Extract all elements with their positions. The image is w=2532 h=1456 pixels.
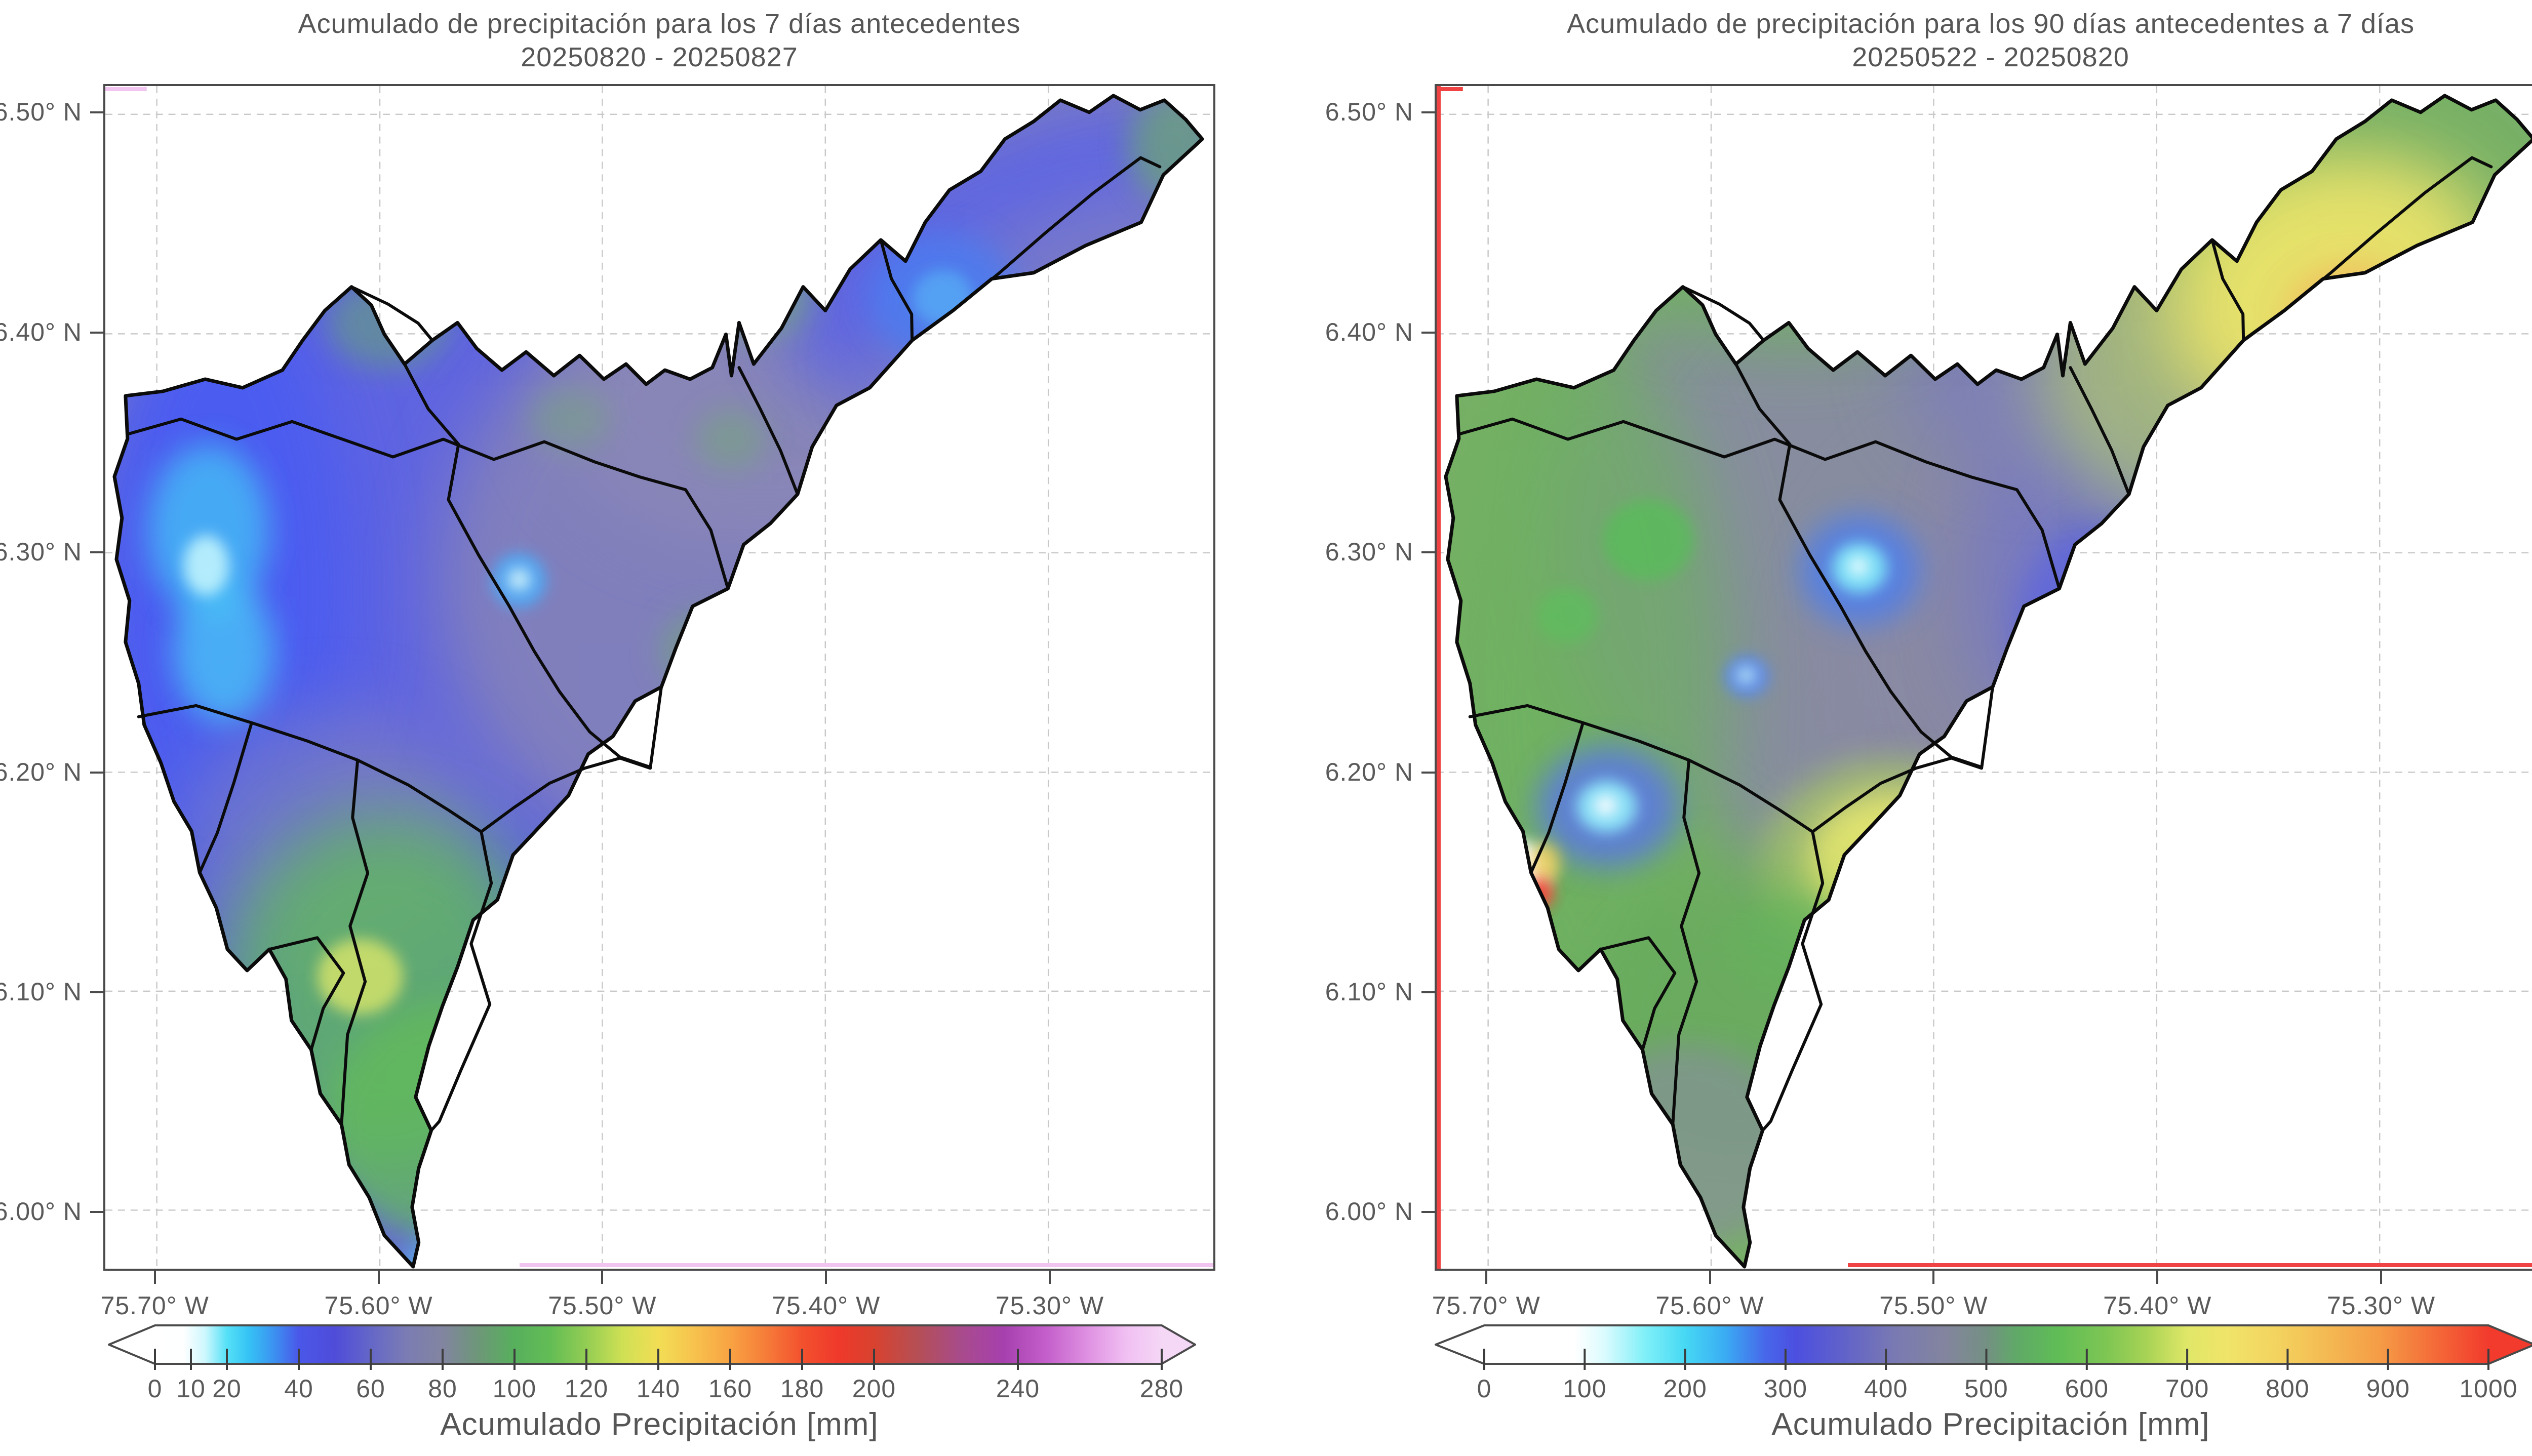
colorbar-over-arrow xyxy=(2488,1325,2532,1364)
colorbar-7days: 0 10 20 40 60 80 100 120 140 160 180 200 240 280 xyxy=(108,1324,1196,1403)
y-tick xyxy=(90,1211,103,1214)
svg-text:80: 80 xyxy=(428,1374,457,1403)
x-tick-label: 75.30° W xyxy=(2326,1291,2436,1320)
x-tick xyxy=(601,1271,604,1284)
svg-text:40: 40 xyxy=(284,1374,313,1403)
x-tick-label: 75.40° W xyxy=(772,1291,881,1320)
svg-text:300: 300 xyxy=(1764,1374,1807,1403)
colorbar-over-arrow xyxy=(1162,1325,1195,1364)
x-tick xyxy=(1932,1271,1935,1284)
svg-text:280: 280 xyxy=(1140,1374,1183,1403)
colorbar-tick-labels: 0 100 200 300 400 500 600 700 800 900 1000 xyxy=(1477,1374,2517,1403)
x-tick xyxy=(1709,1271,1711,1284)
svg-text:120: 120 xyxy=(565,1374,608,1403)
department-boundary-line xyxy=(105,87,1213,1268)
title-text: Acumulado de precipitación para los 90 d… xyxy=(1566,9,2415,39)
x-tick xyxy=(2156,1271,2159,1284)
y-tick-label: 6.50° N xyxy=(0,98,82,127)
x-tick-label: 75.30° W xyxy=(995,1291,1104,1320)
svg-text:60: 60 xyxy=(356,1374,385,1403)
y-tick xyxy=(1421,1211,1435,1214)
svg-text:800: 800 xyxy=(2266,1374,2309,1403)
colorbar-ticks xyxy=(154,1349,1163,1370)
y-tick xyxy=(90,331,103,334)
y-tick-label: 6.10° N xyxy=(0,977,82,1006)
x-tick-label: 75.50° W xyxy=(1879,1291,1988,1320)
x-tick xyxy=(377,1271,380,1284)
municipal-boundaries xyxy=(1444,94,2532,1269)
x-tick xyxy=(1485,1271,1487,1284)
map-image-90days xyxy=(1437,86,2532,1269)
svg-text:700: 700 xyxy=(2165,1374,2209,1403)
y-tick xyxy=(1421,111,1435,114)
y-tick xyxy=(1421,551,1435,554)
x-tick-label: 75.50° W xyxy=(548,1291,657,1320)
date-range: 20250820 - 20250827 xyxy=(521,42,798,72)
y-tick xyxy=(1421,331,1435,334)
svg-text:200: 200 xyxy=(1663,1374,1707,1403)
colorbar-label-90days: Acumulado Precipitación [mm] xyxy=(1771,1407,2210,1442)
x-tick-label: 75.40° W xyxy=(2103,1291,2212,1320)
date-range: 20250522 - 20250820 xyxy=(1852,42,2129,72)
x-tick xyxy=(1049,1271,1051,1284)
svg-text:900: 900 xyxy=(2366,1374,2409,1403)
y-tick-label: 6.20° N xyxy=(1325,757,1413,786)
svg-text:100: 100 xyxy=(493,1374,536,1403)
municipal-boundaries xyxy=(112,94,1204,1269)
title-text: Acumulado de precipitación para los 7 dí… xyxy=(298,9,1021,39)
y-tick-label: 6.40° N xyxy=(1325,317,1413,346)
svg-text:160: 160 xyxy=(708,1374,752,1403)
colorbar-90days: 0 100 200 300 400 500 600 700 800 900 1000 xyxy=(1435,1324,2532,1403)
colorbar-tick-labels: 0 10 20 40 60 80 100 120 140 160 180 200 240 280 xyxy=(148,1374,1183,1403)
svg-text:100: 100 xyxy=(1563,1374,1606,1403)
y-tick-label: 6.50° N xyxy=(1325,98,1413,127)
svg-text:180: 180 xyxy=(780,1374,824,1403)
svg-text:240: 240 xyxy=(996,1374,1040,1403)
svg-text:20: 20 xyxy=(212,1374,242,1403)
y-tick xyxy=(90,551,103,554)
y-tick xyxy=(90,991,103,993)
x-tick xyxy=(2380,1271,2383,1284)
svg-text:0: 0 xyxy=(1477,1374,1492,1403)
panel-title-90days: Acumulado de precipitación para los 90 d… xyxy=(1435,7,2532,74)
colorbar-bar xyxy=(1435,1324,2532,1365)
svg-text:0: 0 xyxy=(148,1374,163,1403)
colorbar-bar xyxy=(108,1324,1196,1365)
svg-text:140: 140 xyxy=(637,1374,680,1403)
colorbar-under-arrow xyxy=(109,1325,155,1364)
x-tick-label: 75.70° W xyxy=(100,1291,209,1320)
svg-text:200: 200 xyxy=(852,1374,896,1403)
y-tick-label: 6.30° N xyxy=(1325,538,1413,567)
y-tick-label: 6.00° N xyxy=(0,1197,82,1226)
y-tick-label: 6.30° N xyxy=(0,538,82,567)
map-plot-area-90days xyxy=(1435,84,2532,1271)
panel-title-7days: Acumulado de precipitación para los 7 dí… xyxy=(103,7,1215,74)
y-tick xyxy=(90,111,103,114)
y-tick-label: 6.10° N xyxy=(1325,977,1413,1006)
svg-text:10: 10 xyxy=(176,1374,206,1403)
x-tick-label: 75.70° W xyxy=(1432,1291,1540,1320)
svg-text:500: 500 xyxy=(1964,1374,2008,1403)
precipitation-raster xyxy=(114,95,1203,1267)
colorbar-ticks xyxy=(1483,1349,2489,1370)
x-tick-label: 75.60° W xyxy=(324,1291,433,1320)
map-image-7days xyxy=(105,86,1213,1269)
x-tick xyxy=(825,1271,827,1284)
map-plot-area-7days xyxy=(103,84,1215,1271)
y-tick xyxy=(1421,771,1435,774)
svg-text:600: 600 xyxy=(2065,1374,2109,1403)
y-tick-label: 6.00° N xyxy=(1325,1197,1413,1226)
y-tick-label: 6.20° N xyxy=(0,757,82,786)
x-tick-label: 75.60° W xyxy=(1655,1291,1764,1320)
y-tick xyxy=(90,771,103,774)
svg-text:400: 400 xyxy=(1864,1374,1908,1403)
x-tick xyxy=(153,1271,156,1284)
svg-text:1000: 1000 xyxy=(2459,1374,2517,1403)
department-boundary-line xyxy=(1437,86,2532,1269)
colorbar-label-7days: Acumulado Precipitación [mm] xyxy=(440,1407,879,1442)
y-tick xyxy=(1421,991,1435,993)
y-tick-label: 6.40° N xyxy=(0,317,82,346)
colorbar-under-arrow xyxy=(1436,1325,1484,1364)
